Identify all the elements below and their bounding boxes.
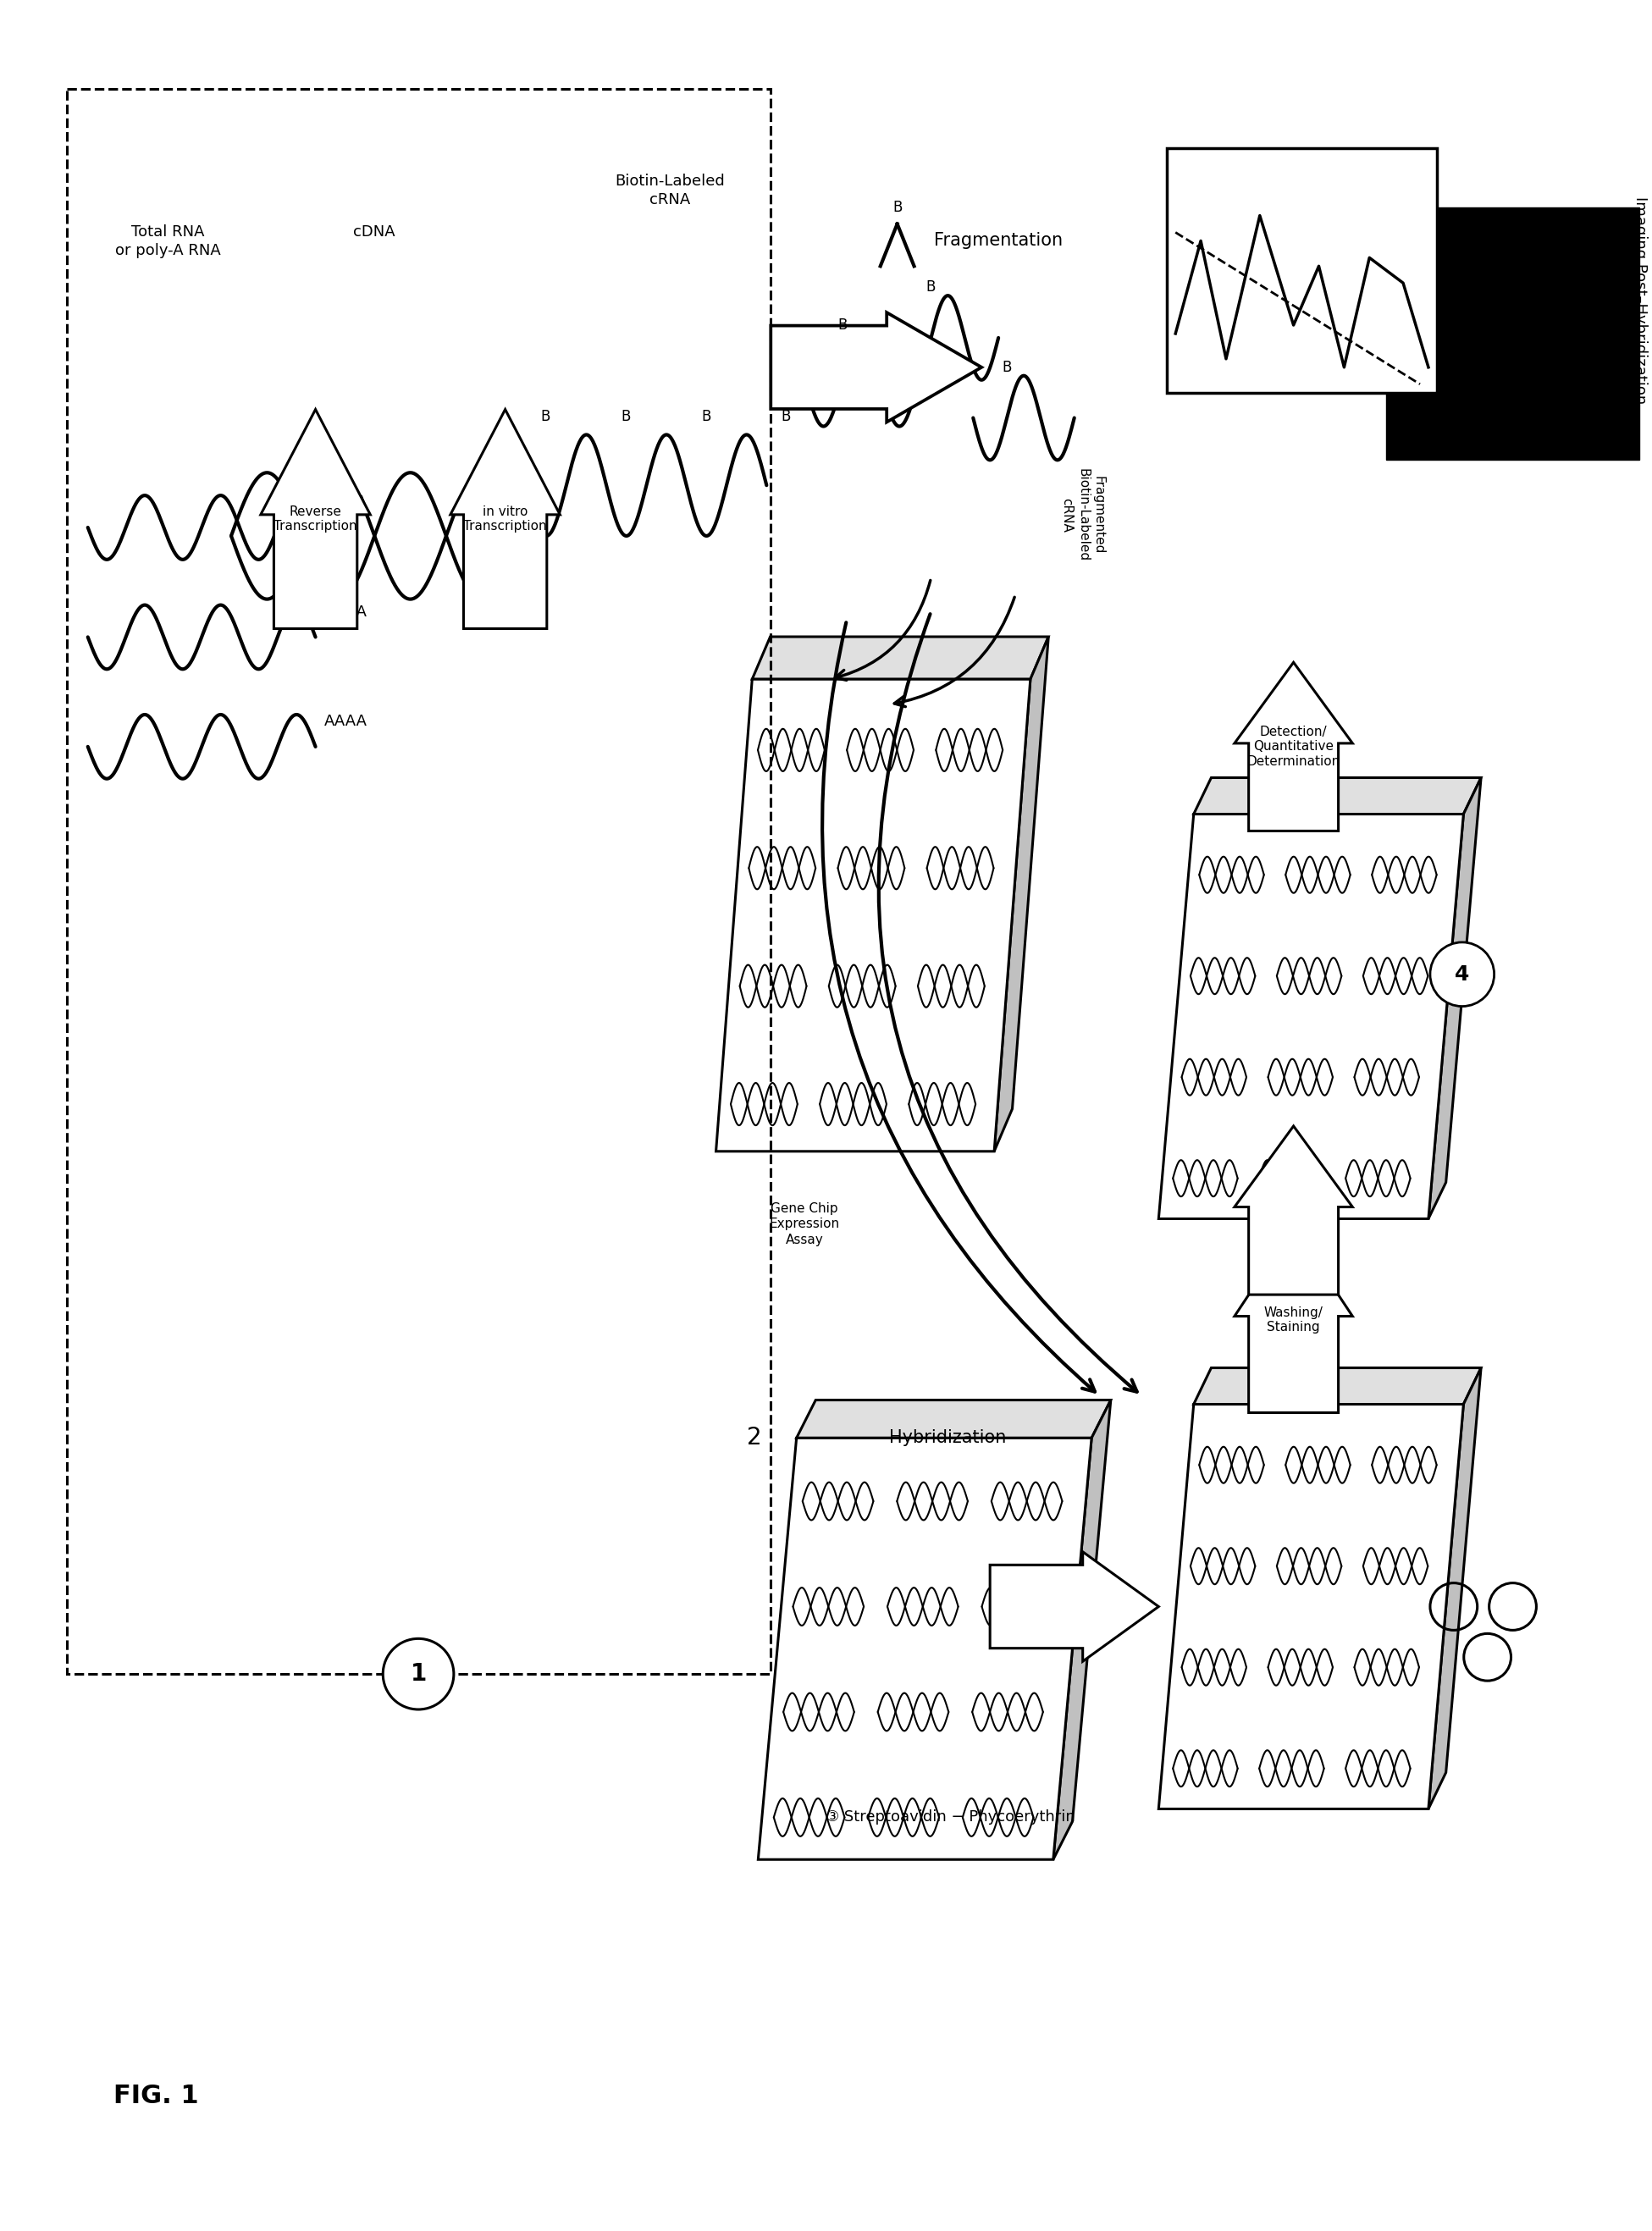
Text: B: B bbox=[781, 408, 791, 424]
Text: Fragmented
Biotin-Labeled
cRNA: Fragmented Biotin-Labeled cRNA bbox=[1061, 469, 1105, 562]
Text: AAAA: AAAA bbox=[324, 605, 367, 620]
Polygon shape bbox=[1234, 663, 1353, 830]
Polygon shape bbox=[995, 636, 1049, 1151]
Polygon shape bbox=[1158, 1403, 1464, 1809]
Text: Total RNA
or poly-A RNA: Total RNA or poly-A RNA bbox=[116, 223, 221, 259]
Text: cDNA: cDNA bbox=[354, 223, 395, 239]
Text: Washing/
Staining: Washing/ Staining bbox=[1264, 1305, 1323, 1334]
Polygon shape bbox=[752, 636, 1049, 678]
Polygon shape bbox=[1429, 779, 1482, 1218]
Text: FIG. 1: FIG. 1 bbox=[112, 2084, 198, 2108]
Polygon shape bbox=[990, 1553, 1158, 1662]
Text: B: B bbox=[540, 408, 550, 424]
Text: Reverse
Transcription: Reverse Transcription bbox=[274, 504, 357, 533]
Polygon shape bbox=[1054, 1401, 1110, 1858]
Text: Gene Chip
Expression
Assay: Gene Chip Expression Assay bbox=[770, 1203, 839, 1247]
Text: Biotin-Labeled
cRNA: Biotin-Labeled cRNA bbox=[615, 174, 725, 207]
Text: ③ Streptoavidin − Phycoerythrin: ③ Streptoavidin − Phycoerythrin bbox=[826, 1809, 1075, 1825]
FancyArrowPatch shape bbox=[823, 622, 1095, 1392]
Polygon shape bbox=[1234, 1127, 1353, 1294]
Polygon shape bbox=[715, 678, 1031, 1151]
Polygon shape bbox=[771, 312, 981, 422]
Polygon shape bbox=[758, 1439, 1092, 1858]
Bar bbox=[1166, 147, 1437, 393]
Text: Hybridization: Hybridization bbox=[889, 1430, 1006, 1446]
Polygon shape bbox=[451, 411, 560, 629]
Text: 1: 1 bbox=[410, 1662, 426, 1687]
Bar bbox=[66, 89, 771, 1673]
Circle shape bbox=[383, 1638, 454, 1709]
Polygon shape bbox=[1429, 1368, 1482, 1809]
Text: B: B bbox=[892, 199, 902, 214]
Text: 2: 2 bbox=[747, 1426, 762, 1450]
Text: Detection/
Quantitative
Determination: Detection/ Quantitative Determination bbox=[1247, 725, 1340, 767]
Text: 4: 4 bbox=[1455, 964, 1470, 984]
Polygon shape bbox=[1194, 1368, 1482, 1403]
Circle shape bbox=[1431, 941, 1493, 1006]
Polygon shape bbox=[261, 411, 370, 629]
Text: AAAA: AAAA bbox=[324, 495, 367, 511]
FancyArrowPatch shape bbox=[894, 598, 1014, 707]
Polygon shape bbox=[1158, 814, 1464, 1218]
Text: Imaging Post–Hybridization
Probe Array: Imaging Post–Hybridization Probe Array bbox=[1614, 196, 1647, 404]
Text: B: B bbox=[927, 279, 935, 294]
Polygon shape bbox=[796, 1401, 1110, 1439]
FancyArrowPatch shape bbox=[879, 614, 1137, 1392]
Text: Fragmentation: Fragmentation bbox=[933, 232, 1062, 250]
Text: B: B bbox=[700, 408, 710, 424]
Polygon shape bbox=[1194, 779, 1482, 814]
Text: B: B bbox=[1003, 359, 1011, 375]
Text: in vitro
Transcription: in vitro Transcription bbox=[464, 504, 547, 533]
Text: B: B bbox=[621, 408, 631, 424]
Polygon shape bbox=[1234, 1227, 1353, 1412]
Text: AAAA: AAAA bbox=[324, 714, 367, 730]
Text: B: B bbox=[838, 317, 847, 332]
FancyArrowPatch shape bbox=[836, 580, 930, 680]
Bar bbox=[1386, 207, 1639, 460]
